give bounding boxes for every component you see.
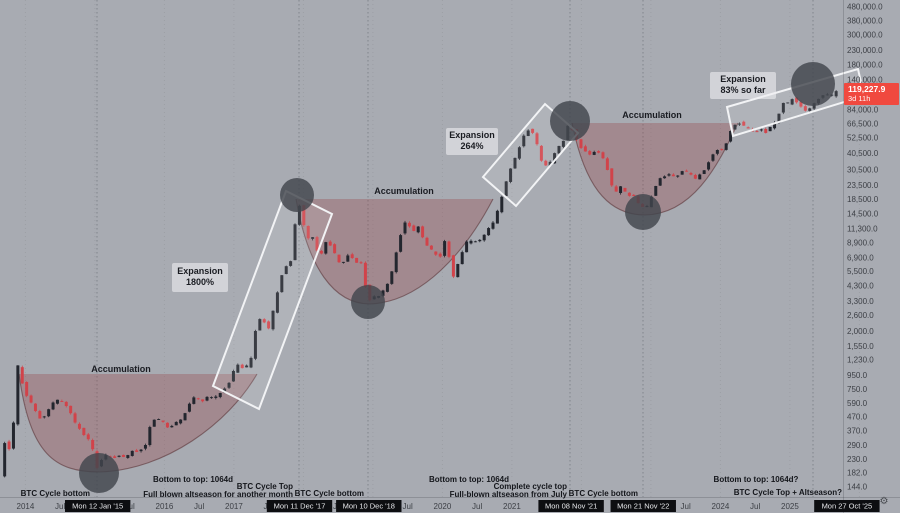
accumulation-label: Accumulation — [622, 110, 682, 120]
cycle-note: Bottom to top: 1064d? — [714, 475, 799, 484]
date-badge-bg[interactable] — [64, 500, 131, 512]
cycle-note: BTC Cycle bottom — [295, 489, 364, 498]
year-tick-label: 2014 — [17, 502, 35, 511]
price-tick-label: 230,000.0 — [847, 46, 883, 55]
year-tick-label: 2021 — [503, 502, 521, 511]
cycle-note: Bottom to top: 1064d — [429, 475, 509, 484]
price-tick-label: 11,300.0 — [847, 224, 878, 233]
price-tick-label: 230.0 — [847, 455, 868, 464]
cycle-marker-circle[interactable] — [351, 285, 385, 319]
cycle-marker-circle[interactable] — [280, 178, 314, 212]
price-tick-label: 52,500.0 — [847, 133, 879, 142]
price-tick-label: 180,000.0 — [847, 61, 883, 70]
expansion-label: 264% — [460, 141, 483, 151]
cycle-note: BTC Cycle bottom — [569, 489, 638, 498]
month-tick-label: Jul — [403, 502, 413, 511]
price-tick-label: 1,230.0 — [847, 356, 874, 365]
expansion-label-bg[interactable] — [446, 128, 498, 155]
current-price-label: 119,227.9 3d 11h — [844, 83, 899, 105]
candles[interactable] — [3, 89, 838, 478]
cycle-marker-circle[interactable] — [791, 62, 835, 106]
price-tick-label: 300,000.0 — [847, 30, 883, 39]
price-tick-label: 480,000.0 — [847, 2, 883, 11]
current-price-value: 119,227.9 — [848, 84, 886, 94]
price-tick-label: 8,900.0 — [847, 238, 874, 247]
price-tick-label: 470.0 — [847, 412, 868, 421]
cycle-note: Full blown altseason for another month — [143, 490, 293, 499]
price-tick-label: 380,000.0 — [847, 16, 883, 25]
expansion-channel[interactable] — [211, 189, 334, 411]
price-tick-label: 30,500.0 — [847, 166, 879, 175]
price-tick-label: 3,300.0 — [847, 297, 874, 306]
price-tick-label: 5,500.0 — [847, 267, 874, 276]
price-tick-label: 40,500.0 — [847, 149, 879, 158]
expansion-label: Expansion — [449, 130, 495, 140]
accumulation-arc-fill[interactable] — [296, 199, 493, 304]
price-tick-label: 140,000.0 — [847, 75, 883, 84]
price-tick-label: 182.0 — [847, 469, 868, 478]
date-badge-label: Mon 27 Oct '25 — [822, 502, 873, 511]
cycle-marker-circle[interactable] — [625, 194, 661, 230]
year-tick-label: 2025 — [781, 502, 799, 511]
cycle-note: Full-blown altseason from July — [450, 490, 568, 499]
month-tick-label: Jul — [472, 502, 482, 511]
date-badge-label: Mon 11 Dec '17 — [274, 502, 326, 511]
month-tick-label: Jul — [55, 502, 65, 511]
cycle-note: Bottom to top: 1064d — [153, 475, 233, 484]
accumulation-arc-fill[interactable] — [572, 123, 738, 215]
cycle-note: Complete cycle top — [494, 482, 567, 491]
month-tick-label: Jul — [194, 502, 204, 511]
year-tick-label: 2024 — [712, 502, 730, 511]
date-badge-label: Mon 12 Jan '15 — [72, 502, 123, 511]
year-tick-label: 2016 — [156, 502, 174, 511]
price-tick-label: 2,000.0 — [847, 327, 874, 336]
expansion-label-bg[interactable] — [710, 72, 776, 99]
cycle-marker-circle[interactable] — [79, 453, 119, 493]
year-tick-label: 2017 — [225, 502, 243, 511]
price-tick-label: 750.0 — [847, 385, 868, 394]
cycle-marker-circle[interactable] — [550, 101, 590, 141]
price-tick-label: 4,300.0 — [847, 281, 874, 290]
date-badge-bg[interactable] — [336, 500, 402, 512]
price-tick-label: 84,000.0 — [847, 106, 879, 115]
expansion-label: Expansion — [720, 74, 766, 84]
accumulation-label: Accumulation — [91, 364, 151, 374]
price-tick-label: 370.0 — [847, 427, 868, 436]
settings-gear-icon[interactable]: ⚙ — [879, 496, 889, 507]
date-badge-bg[interactable] — [266, 500, 333, 512]
candle-countdown: 3d 11h — [848, 94, 871, 103]
price-tick-label: 6,900.0 — [847, 253, 874, 262]
date-badge-label: Mon 10 Dec '18 — [343, 502, 395, 511]
price-tick-label: 23,500.0 — [847, 181, 879, 190]
cycle-note: BTC Cycle bottom — [21, 489, 90, 498]
date-badge-bg[interactable] — [610, 500, 676, 512]
month-tick-label: Jul — [750, 502, 760, 511]
cycle-note: BTC Cycle Top + Altseason? — [734, 488, 842, 497]
date-badge-bg[interactable] — [538, 500, 604, 512]
expansion-label: Expansion — [177, 266, 223, 276]
month-tick-label: Jul — [681, 502, 691, 511]
cycle-note: BTC Cycle Top — [237, 482, 293, 491]
price-tick-label: 18,500.0 — [847, 195, 879, 204]
price-tick-label: 14,500.0 — [847, 210, 879, 219]
date-badge-label: Mon 21 Nov '22 — [617, 502, 669, 511]
price-tick-label: 950.0 — [847, 371, 868, 380]
date-badge-bg[interactable] — [814, 500, 880, 512]
expansion-label: 83% so far — [720, 85, 766, 95]
expansion-label: 1800% — [186, 277, 214, 287]
price-tick-label: 290.0 — [847, 441, 868, 450]
expansion-label-bg[interactable] — [172, 263, 228, 292]
year-tick-label: 2020 — [434, 502, 452, 511]
date-badge-label: Mon 08 Nov '21 — [545, 502, 597, 511]
price-tick-label: 1,550.0 — [847, 342, 874, 351]
accumulation-label: Accumulation — [374, 186, 434, 196]
price-tick-label: 66,500.0 — [847, 119, 879, 128]
price-tick-label: 590.0 — [847, 399, 868, 408]
price-tick-label: 144.0 — [847, 482, 868, 491]
price-tick-label: 2,600.0 — [847, 311, 874, 320]
